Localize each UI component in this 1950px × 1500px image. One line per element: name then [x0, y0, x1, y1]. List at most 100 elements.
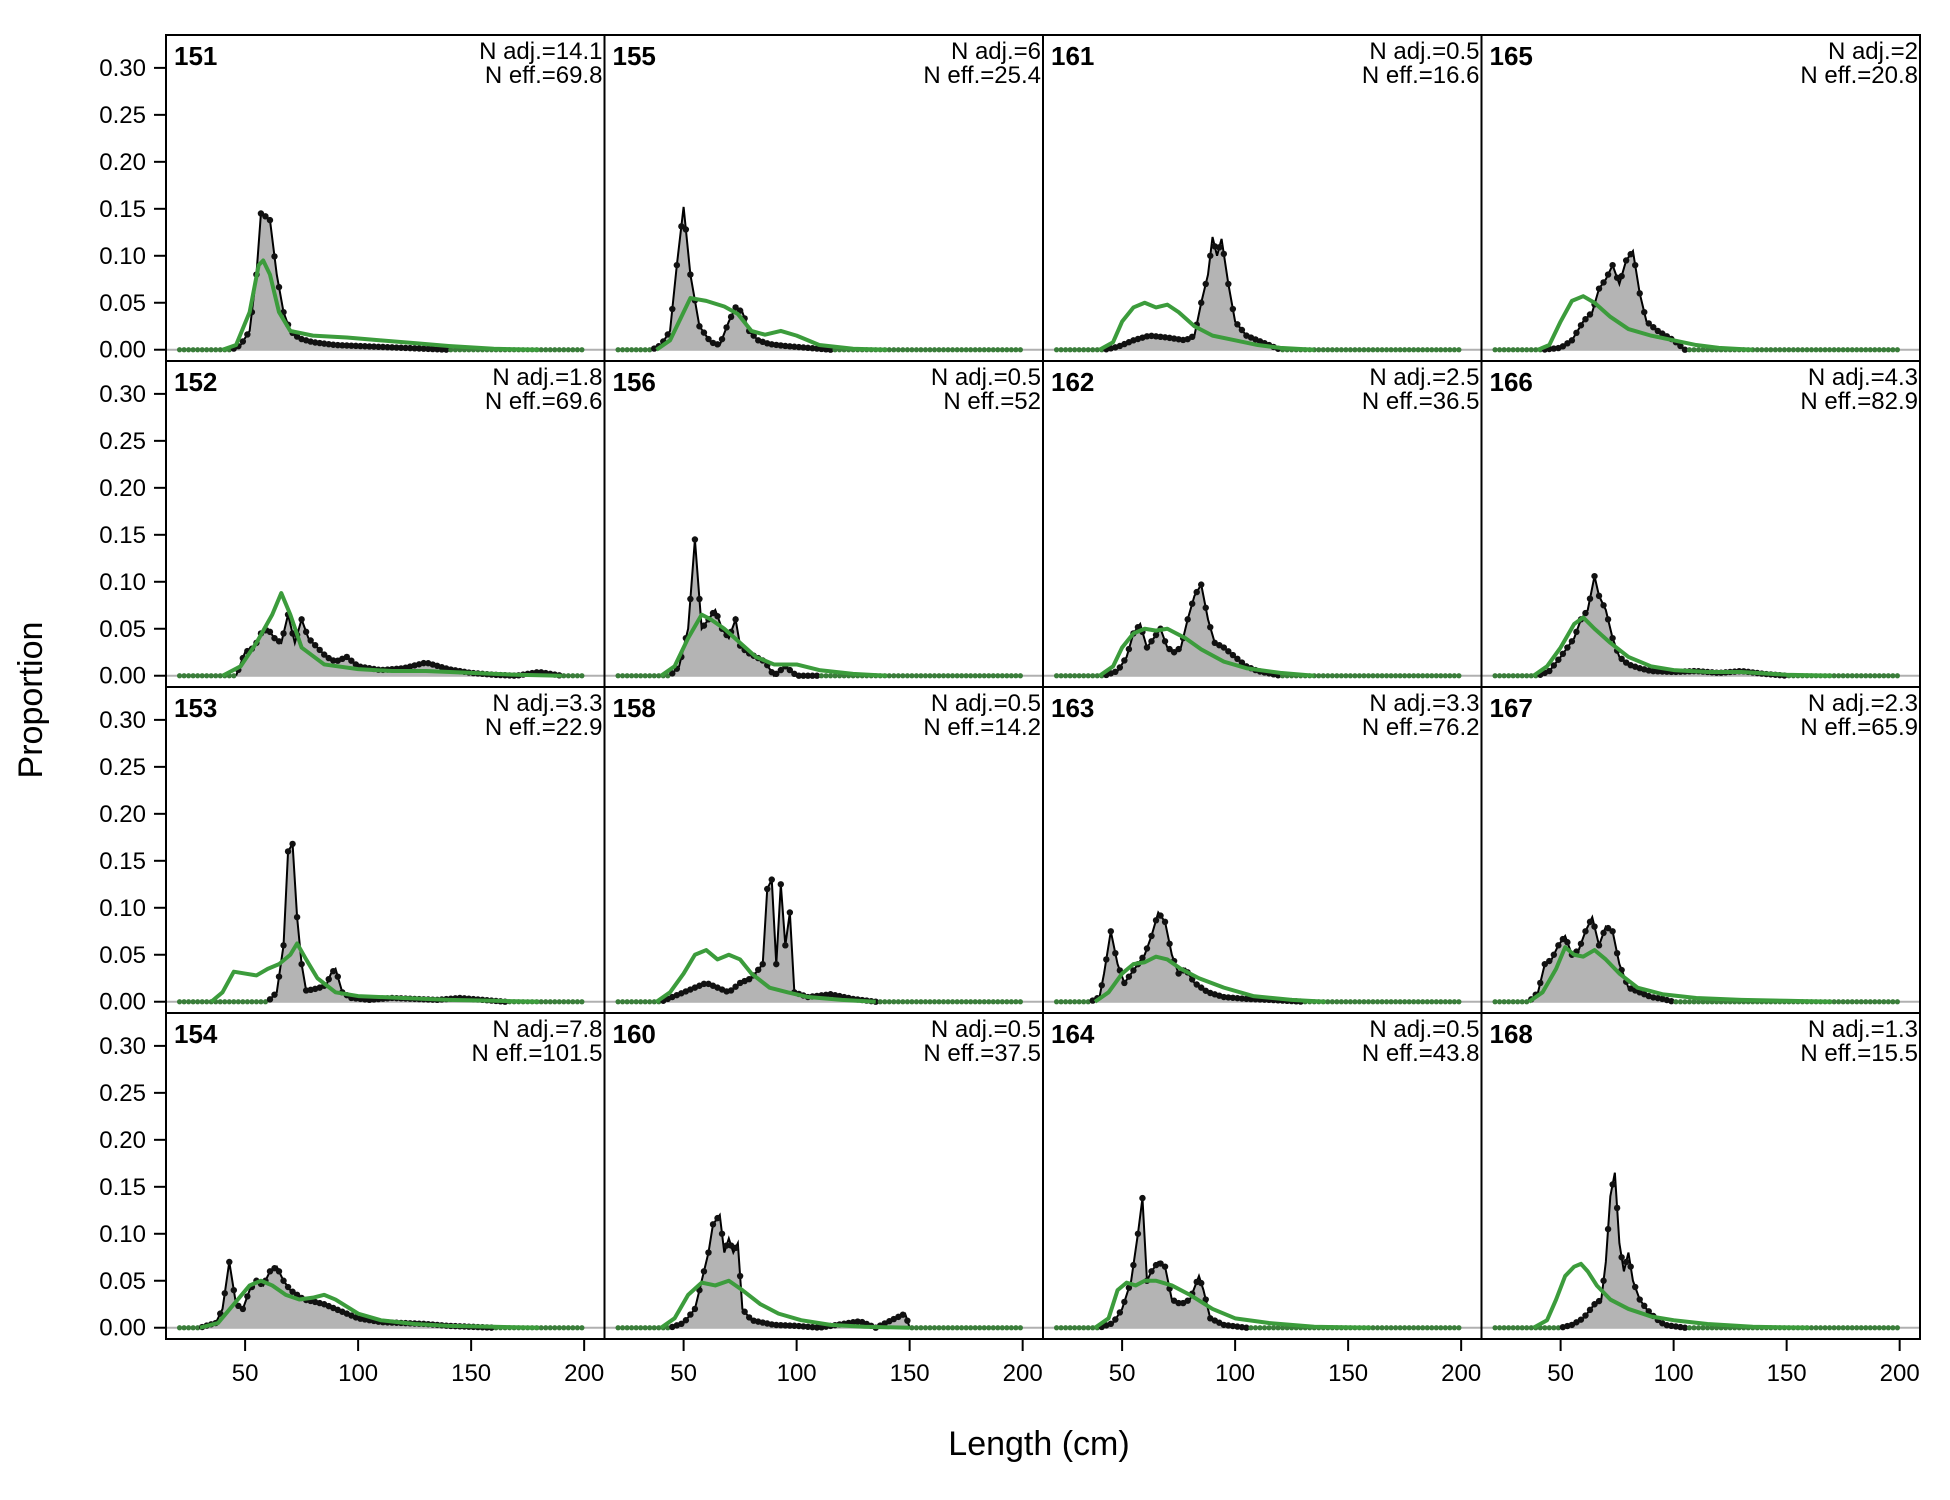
observed-point — [995, 347, 1001, 353]
observed-point — [244, 999, 250, 1005]
observed-point — [1591, 572, 1598, 580]
observed-point — [714, 613, 721, 620]
observed-point — [1058, 673, 1064, 679]
expected-line — [199, 1278, 539, 1330]
observed-point — [1121, 657, 1128, 664]
panel-n-adj: N adj.=2.5 — [1369, 364, 1479, 391]
observed-point — [1691, 999, 1697, 1005]
observed-point — [1636, 1296, 1643, 1303]
panel-n-eff: N eff.=82.9 — [1800, 388, 1918, 415]
observed-point — [1234, 655, 1241, 663]
observed-point — [538, 1325, 544, 1331]
panel-152: 152 N adj.=1.8N eff.=69.6 — [165, 360, 606, 688]
observed-point — [1822, 347, 1828, 353]
observed-point — [1845, 347, 1851, 353]
observed-point — [647, 999, 653, 1005]
observed-point — [1564, 340, 1571, 347]
observed-point — [818, 673, 825, 679]
observed-point — [615, 999, 621, 1005]
observed-point — [1063, 999, 1069, 1005]
observed-point — [1184, 1297, 1191, 1304]
observed-point — [700, 1268, 708, 1275]
panel-n-adj: N adj.=7.8 — [492, 1016, 602, 1043]
observed-point — [357, 342, 364, 350]
panel-plot-area — [1043, 581, 1482, 679]
observed-point — [420, 659, 427, 667]
observed-point — [1591, 1301, 1598, 1308]
observed-point — [275, 1268, 283, 1275]
x-tick-label: 100 — [777, 1360, 817, 1387]
observed-point — [638, 1325, 644, 1331]
panel-label: 165 — [1490, 41, 1533, 71]
observed-point — [1840, 999, 1846, 1005]
observed-point — [999, 673, 1005, 679]
observed-point — [1600, 929, 1607, 937]
observed-point — [1316, 673, 1322, 679]
observed-point — [1759, 347, 1765, 353]
observed-point — [1347, 347, 1354, 353]
observed-point — [217, 673, 223, 679]
observed-point — [1094, 347, 1100, 353]
observed-point — [963, 1325, 969, 1331]
observed-point — [1193, 981, 1200, 988]
observed-point — [176, 347, 183, 353]
observed-point — [1325, 999, 1331, 1005]
y-tick-label: 0.10 — [99, 243, 146, 270]
observed-point — [1506, 1325, 1512, 1331]
observed-points — [1053, 243, 1462, 353]
panel-166: 166 N adj.=4.3N eff.=82.9 — [1480, 360, 1921, 688]
observed-point — [1365, 347, 1372, 353]
y-tick-label: 0.15 — [99, 196, 146, 223]
observed-point — [949, 1325, 956, 1331]
observed-point — [1166, 940, 1173, 947]
observed-point — [1270, 1325, 1277, 1331]
observed-point — [1650, 667, 1657, 675]
panel-label: 154 — [174, 1019, 218, 1049]
observed-point — [972, 673, 978, 679]
observed-point — [1347, 673, 1354, 679]
observed-point — [1849, 347, 1855, 353]
observed-point — [1085, 999, 1091, 1005]
observed-point — [931, 347, 938, 353]
observed-point — [1506, 673, 1512, 679]
observed-point — [995, 673, 1001, 679]
observed-point — [429, 345, 436, 353]
observed-point — [1121, 979, 1128, 987]
y-tick-label: 0.30 — [99, 55, 146, 82]
observed-point — [940, 673, 947, 679]
observed-point — [1406, 347, 1412, 353]
observed-point — [963, 673, 969, 679]
observed-point — [1081, 673, 1087, 679]
expected-line — [1098, 300, 1315, 352]
observed-point — [931, 1325, 938, 1331]
observed-point — [1840, 347, 1846, 353]
observed-point — [913, 347, 920, 353]
observed-point — [434, 346, 441, 353]
observed-point — [343, 653, 351, 661]
observed-point — [995, 999, 1001, 1005]
observed-point — [949, 999, 956, 1005]
observed-point — [1320, 673, 1326, 679]
y-tick-label: 0.15 — [99, 1174, 146, 1201]
observed-point — [1768, 347, 1774, 353]
y-tick-label: 0.05 — [99, 290, 146, 317]
observed-point — [782, 1322, 789, 1329]
observed-point — [1863, 673, 1869, 679]
observed-point — [1411, 347, 1417, 353]
observed-point — [1568, 638, 1576, 645]
panel-n-adj: N adj.=0.5 — [1369, 1016, 1479, 1043]
observed-point — [1004, 347, 1010, 353]
panel-label: 160 — [613, 1019, 656, 1049]
expected-line — [1527, 945, 1832, 1004]
observed-point — [913, 999, 920, 1005]
observed-area — [1099, 1198, 1247, 1328]
observed-area — [670, 539, 820, 676]
observed-point — [999, 999, 1005, 1005]
observed-point — [1595, 1297, 1603, 1305]
observed-point — [1379, 347, 1385, 353]
observed-point — [275, 638, 283, 645]
observed-point — [222, 999, 228, 1005]
panel-plot-area — [1481, 1172, 1920, 1331]
observed-point — [1604, 271, 1612, 278]
observed-point — [1352, 347, 1358, 353]
